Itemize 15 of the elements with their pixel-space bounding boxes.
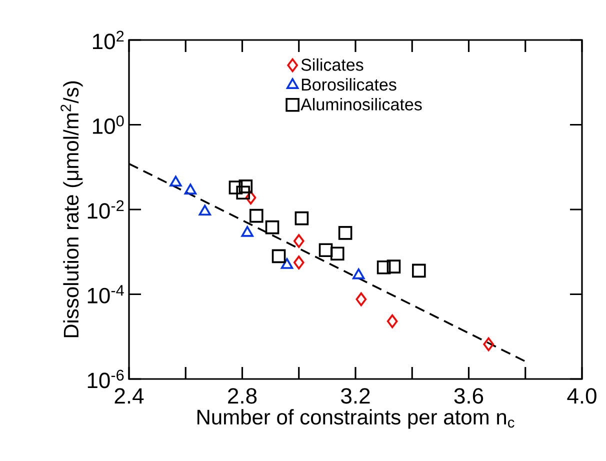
x-tick-label: 2.8 <box>228 388 257 404</box>
y-tick-label: 10$^{-4}$ <box>88 285 124 304</box>
y-tick-label: 10$^{-2}$ <box>88 200 124 219</box>
x-tick-label: 4.0 <box>567 388 596 404</box>
legend-label: Silicates <box>301 58 364 71</box>
legend-label: Borosilicates <box>302 78 396 91</box>
y-tick-label: 10$^{2}$ <box>93 30 124 50</box>
y-tick-label: 10$^{0}$ <box>93 115 124 134</box>
y-tick-label: 10$^{-6}$ <box>88 370 124 388</box>
x-tick-label: 3.6 <box>454 388 484 404</box>
x-tick-label: 3.2 <box>341 388 370 404</box>
x-axis-title: Number of constraints per atom n$_{c}$ <box>197 409 514 429</box>
legend-label: Aluminosilicates <box>300 98 422 110</box>
x-tick-label: 2.4 <box>114 388 144 404</box>
y-axis-title: Dissolution rate (μmol/m$^{2}$/s) <box>60 81 83 338</box>
